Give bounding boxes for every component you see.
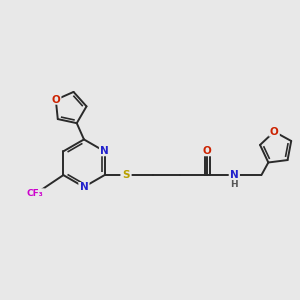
Text: O: O xyxy=(51,95,60,105)
FancyBboxPatch shape xyxy=(50,95,61,105)
Text: S: S xyxy=(122,170,130,180)
FancyBboxPatch shape xyxy=(229,170,240,180)
Text: O: O xyxy=(203,146,212,156)
Text: N: N xyxy=(100,146,109,156)
FancyBboxPatch shape xyxy=(24,188,45,198)
Text: N: N xyxy=(230,170,239,180)
FancyBboxPatch shape xyxy=(78,182,90,192)
FancyBboxPatch shape xyxy=(229,179,240,189)
FancyBboxPatch shape xyxy=(99,146,110,156)
Text: CF₃: CF₃ xyxy=(26,189,43,198)
Text: H: H xyxy=(230,180,238,189)
FancyBboxPatch shape xyxy=(120,170,132,180)
FancyBboxPatch shape xyxy=(268,127,280,136)
Text: N: N xyxy=(80,182,88,192)
Text: O: O xyxy=(270,127,279,136)
FancyBboxPatch shape xyxy=(202,146,213,156)
